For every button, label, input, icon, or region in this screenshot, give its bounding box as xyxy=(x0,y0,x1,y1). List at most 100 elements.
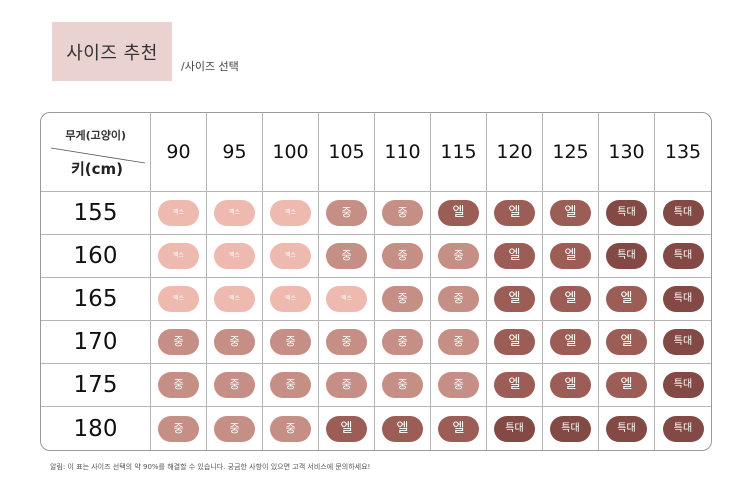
height-axis-label: 키(cm) xyxy=(71,160,124,178)
size-cell: 엑스 xyxy=(207,278,263,321)
size-cell: 엘 xyxy=(543,192,599,235)
size-badge-xl: 특대 xyxy=(494,415,535,442)
height-header: 180 xyxy=(41,407,151,450)
weight-header: 105 xyxy=(319,113,375,192)
height-header: 175 xyxy=(41,364,151,407)
size-badge-xl: 특대 xyxy=(662,200,704,226)
size-cell: 특대 xyxy=(599,192,655,235)
size-badge-m: 중 xyxy=(326,372,367,398)
size-badge-xs: 엑스 xyxy=(326,286,367,312)
size-badge-xl: 특대 xyxy=(662,243,704,269)
size-cell: 엘 xyxy=(319,407,375,450)
size-cell: 중 xyxy=(151,407,207,450)
size-badge-l: 엘 xyxy=(494,372,535,398)
size-cell: 엘 xyxy=(487,235,543,278)
size-cell: 특대 xyxy=(599,407,655,450)
size-cell: 엘 xyxy=(543,321,599,364)
size-cell: 특대 xyxy=(487,407,543,450)
size-badge-m: 중 xyxy=(158,415,199,442)
size-badge-l: 엘 xyxy=(494,243,535,269)
size-badge-xs: 엑스 xyxy=(158,243,199,269)
size-cell: 엘 xyxy=(543,278,599,321)
size-cell: 중 xyxy=(319,321,375,364)
size-cell: 중 xyxy=(431,278,487,321)
height-header: 165 xyxy=(41,278,151,321)
size-cell: 중 xyxy=(263,321,319,364)
size-cell: 엘 xyxy=(599,364,655,407)
title-box: 사이즈 추천 xyxy=(52,22,172,81)
size-cell: 엘 xyxy=(487,364,543,407)
size-cell: 엑스 xyxy=(151,235,207,278)
size-badge-m: 중 xyxy=(438,243,479,269)
size-cell: 특대 xyxy=(655,235,711,278)
size-cell: 특대 xyxy=(655,364,711,407)
size-badge-m: 중 xyxy=(270,372,311,398)
size-cell: 중 xyxy=(207,321,263,364)
size-badge-m: 중 xyxy=(326,329,367,355)
size-badge-l: 엘 xyxy=(550,200,591,226)
size-cell: 엘 xyxy=(487,278,543,321)
size-badge-l: 엘 xyxy=(438,415,479,442)
weight-header: 130 xyxy=(599,113,655,192)
size-badge-m: 중 xyxy=(438,372,479,398)
size-badge-l: 엘 xyxy=(550,329,591,355)
size-badge-xl: 특대 xyxy=(606,243,647,269)
size-cell: 중 xyxy=(375,364,431,407)
size-badge-xl: 특대 xyxy=(662,329,704,355)
size-cell: 특대 xyxy=(655,407,711,450)
size-cell: 중 xyxy=(319,235,375,278)
size-cell: 엘 xyxy=(375,407,431,450)
size-badge-l: 엘 xyxy=(382,415,423,442)
size-cell: 특대 xyxy=(543,407,599,450)
size-cell: 중 xyxy=(263,364,319,407)
size-badge-l: 엘 xyxy=(550,286,591,312)
size-cell: 엘 xyxy=(487,192,543,235)
height-header: 155 xyxy=(41,192,151,235)
table-row: 155 엑스 엑스 엑스 중 중 엘 엘 엘 특대 특대 xyxy=(41,192,711,235)
size-badge-m: 중 xyxy=(270,415,311,442)
size-badge-m: 중 xyxy=(158,372,199,398)
size-badge-xs: 엑스 xyxy=(158,286,199,312)
size-badge-xl: 특대 xyxy=(662,372,704,398)
footer-note: 알림: 이 표는 사이즈 선택의 약 90%를 해결할 수 있습니다. 궁금한 … xyxy=(50,463,371,471)
size-cell: 특대 xyxy=(599,235,655,278)
table-row: 180 중 중 중 엘 엘 엘 특대 특대 특대 특대 xyxy=(41,407,711,450)
size-badge-m: 중 xyxy=(438,329,479,355)
size-cell: 특대 xyxy=(655,192,711,235)
size-badge-l: 엘 xyxy=(550,372,591,398)
weight-header: 135 xyxy=(655,113,711,192)
size-cell: 중 xyxy=(151,321,207,364)
size-cell: 엑스 xyxy=(151,278,207,321)
size-badge-m: 중 xyxy=(214,415,255,442)
size-badge-xl: 특대 xyxy=(550,415,591,442)
page-title: 사이즈 추천 xyxy=(66,42,158,64)
size-cell: 중 xyxy=(375,278,431,321)
size-cell: 중 xyxy=(431,321,487,364)
size-badge-l: 엘 xyxy=(606,372,647,398)
height-header: 160 xyxy=(41,235,151,278)
diagonal-divider xyxy=(50,147,146,164)
size-cell: 엘 xyxy=(431,192,487,235)
table-row: 160 엑스 엑스 엑스 중 중 중 엘 엘 특대 특대 xyxy=(41,235,711,278)
size-badge-l: 엘 xyxy=(550,243,591,269)
size-badge-m: 중 xyxy=(382,329,423,355)
size-badge-m: 중 xyxy=(214,372,255,398)
size-badge-m: 중 xyxy=(438,286,479,312)
size-cell: 중 xyxy=(375,192,431,235)
size-badge-xl: 특대 xyxy=(606,200,647,226)
size-cell: 엑스 xyxy=(151,192,207,235)
size-cell: 중 xyxy=(319,192,375,235)
size-cell: 엘 xyxy=(487,321,543,364)
size-badge-m: 중 xyxy=(382,372,423,398)
size-badge-xl: 특대 xyxy=(606,415,647,442)
size-cell: 엘 xyxy=(599,278,655,321)
weight-header-row: 무게(고양이) 키(cm) 90 95 100 105 110 115 120 … xyxy=(41,113,711,192)
size-cell: 엘 xyxy=(543,235,599,278)
size-cell: 엑스 xyxy=(207,192,263,235)
size-cell: 특대 xyxy=(655,278,711,321)
size-cell: 중 xyxy=(151,364,207,407)
size-cell: 엑스 xyxy=(263,278,319,321)
size-cell: 중 xyxy=(431,235,487,278)
weight-header: 95 xyxy=(207,113,263,192)
size-badge-xl: 특대 xyxy=(662,415,704,442)
